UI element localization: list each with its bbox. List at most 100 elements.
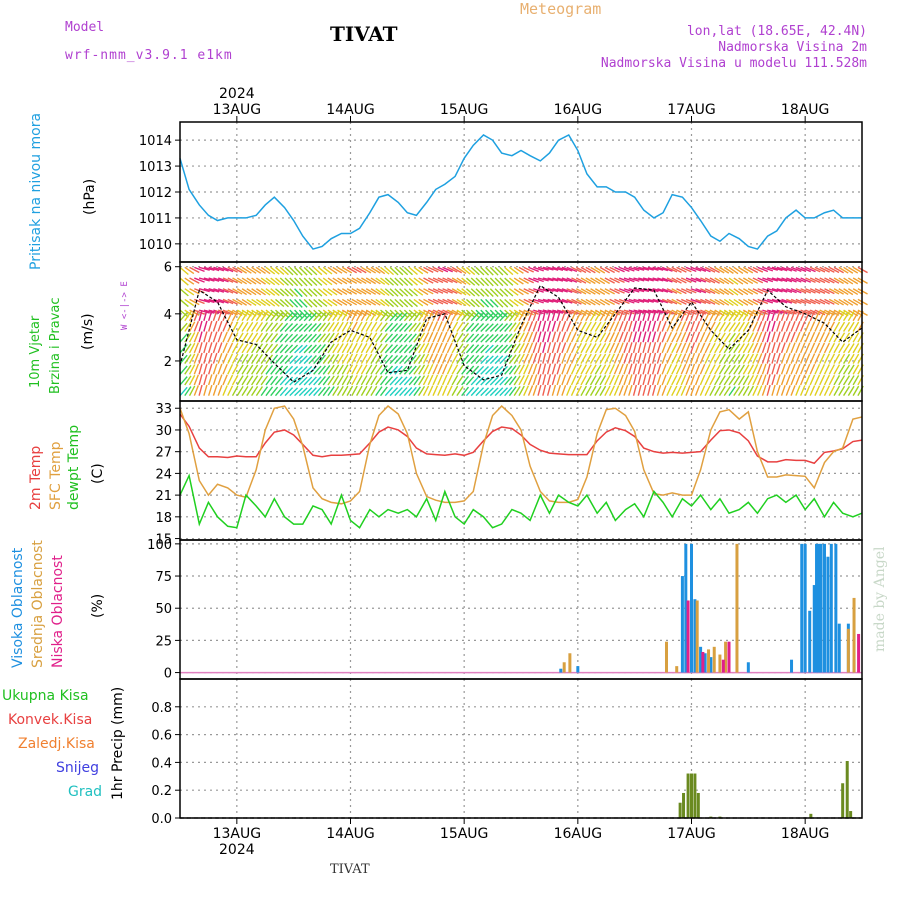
wind-barb xyxy=(308,312,317,322)
wind-barb xyxy=(580,266,591,274)
wind-barb xyxy=(341,385,349,397)
wind-barb xyxy=(852,375,860,386)
wind-barb xyxy=(351,266,362,274)
wind-barb xyxy=(231,374,239,386)
cloud-bar-mid_cloud xyxy=(852,597,856,673)
wind-barb xyxy=(442,277,453,284)
wind-barb xyxy=(638,309,650,314)
wind-barb xyxy=(685,298,697,305)
wind-barb xyxy=(795,266,807,273)
wind-barb xyxy=(842,343,851,354)
wind-barb xyxy=(379,333,388,343)
wind-barb xyxy=(446,310,453,322)
cloud-bar-mid_cloud xyxy=(846,628,850,673)
wind-barb xyxy=(852,288,864,295)
wind-barb xyxy=(613,385,620,396)
wind-barb xyxy=(494,277,504,287)
wind-barb xyxy=(399,354,408,365)
wind-barb xyxy=(747,374,754,386)
wind-barb xyxy=(786,277,797,283)
wind-barb xyxy=(637,342,642,354)
wind-barb xyxy=(494,266,504,276)
wind-barb xyxy=(441,363,448,375)
wind-barb xyxy=(728,298,739,307)
wind-barb xyxy=(805,298,816,305)
wind-barb xyxy=(327,343,335,354)
wind-barb xyxy=(671,277,682,284)
wind-barb xyxy=(279,386,289,397)
wind-barb xyxy=(642,309,647,321)
wind-barb xyxy=(308,288,318,297)
wind-barb xyxy=(742,375,750,386)
wind-barb xyxy=(480,365,489,375)
wind-barb xyxy=(489,288,499,297)
wind-barb xyxy=(537,266,549,271)
wind-barb xyxy=(809,321,816,332)
wind-barb xyxy=(384,277,395,286)
wind-barb xyxy=(819,277,830,284)
wind-barb xyxy=(375,386,383,397)
wind-barb xyxy=(781,277,793,283)
wind-barb xyxy=(313,298,323,308)
wind-barb xyxy=(485,277,494,287)
wind-barb xyxy=(513,343,521,354)
wind-barb xyxy=(589,332,597,343)
cloud-bar-high_cloud xyxy=(819,543,823,673)
wind-barb xyxy=(227,277,238,284)
wind-barb xyxy=(638,266,650,271)
wind-barb xyxy=(590,277,601,285)
wind-barb xyxy=(704,266,716,273)
wind-barb xyxy=(255,288,266,296)
wind-barb xyxy=(270,343,279,354)
wind-barb xyxy=(680,288,692,294)
wind-barb xyxy=(661,277,673,283)
wind-barb xyxy=(680,385,687,396)
wind-barb xyxy=(532,352,538,364)
wind-barb xyxy=(504,309,514,318)
wind-barb xyxy=(213,309,225,315)
wind-barb xyxy=(652,277,664,282)
panel-bg-pressure xyxy=(180,122,862,262)
wind-barb xyxy=(632,309,638,321)
wind-barb xyxy=(346,385,354,396)
wind-barb xyxy=(294,334,303,343)
wind-barb xyxy=(819,342,826,354)
wind-barb xyxy=(356,364,363,375)
wind-barb xyxy=(427,277,439,284)
wind-barb xyxy=(771,310,776,322)
wind-barb xyxy=(752,364,759,375)
wind-barb xyxy=(375,266,386,275)
wind-barb xyxy=(623,385,629,396)
wind-barb xyxy=(828,353,836,364)
wind-barb xyxy=(198,310,203,321)
wind-barb xyxy=(194,309,205,315)
wind-barb xyxy=(212,331,218,343)
wind-barb xyxy=(533,277,544,283)
wind-barb xyxy=(246,277,257,285)
wind-barb xyxy=(852,298,864,306)
wind-barb xyxy=(208,277,220,282)
wind-barb xyxy=(799,310,806,322)
wind-barb xyxy=(709,353,716,364)
wind-barb xyxy=(432,298,444,305)
wind-barb xyxy=(838,277,849,285)
wind-barb xyxy=(709,332,716,343)
wind-barb xyxy=(179,354,188,365)
wind-barb xyxy=(379,311,388,322)
wind-barb xyxy=(461,277,471,286)
wind-barb xyxy=(847,353,855,364)
wind-barb xyxy=(675,385,682,396)
wind-barb xyxy=(661,320,667,332)
wind-barb xyxy=(432,363,439,375)
wind-barb xyxy=(212,342,218,354)
wind-barb xyxy=(676,277,687,284)
wind-barb xyxy=(265,332,274,343)
wind-barb xyxy=(470,344,480,354)
wind-barb xyxy=(403,266,413,276)
wind-barb xyxy=(542,320,547,332)
wind-barb xyxy=(198,352,203,364)
wind-barb xyxy=(193,321,200,332)
wind-barb xyxy=(747,310,754,322)
wind-barb xyxy=(542,374,547,386)
wind-barb xyxy=(585,321,592,332)
